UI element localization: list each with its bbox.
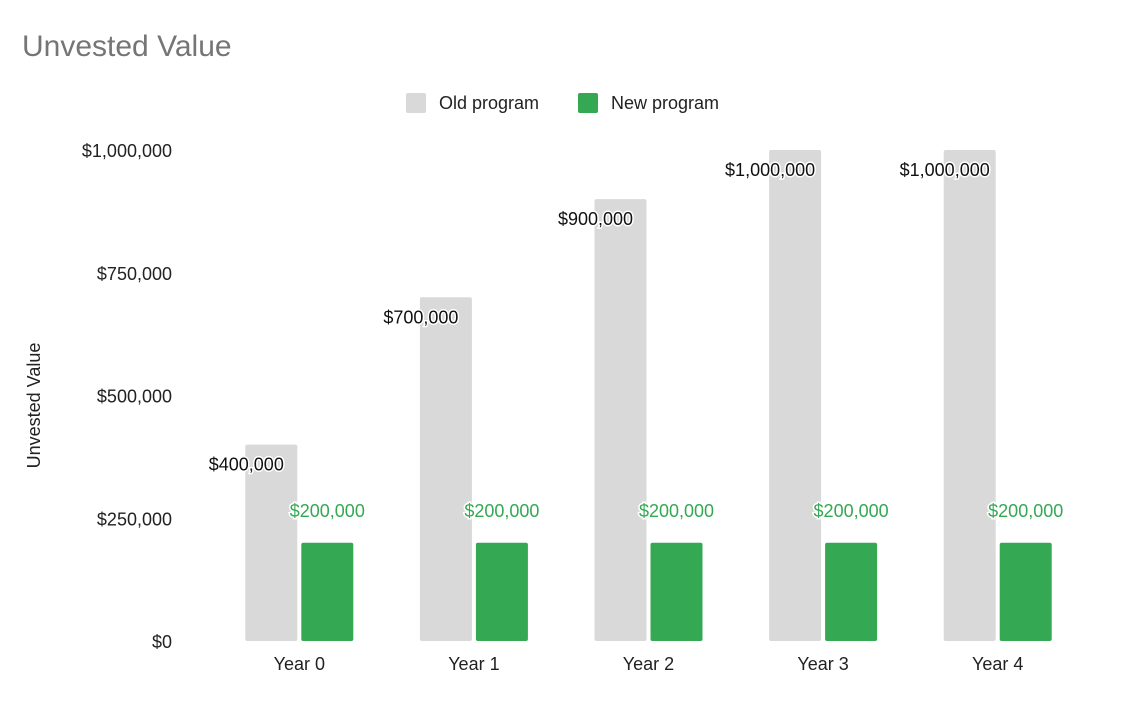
chart-title: Unvested Value [22, 30, 232, 63]
old-program-bar [943, 150, 996, 641]
bars [245, 150, 1052, 641]
old-program-data-label: $1,000,000 [725, 160, 815, 180]
x-axis: Year 0 Year 1 Year 2 Year 3 Year 4 [274, 654, 1024, 674]
old-program-data-label: $400,000 [209, 455, 284, 475]
new-program-bar [650, 542, 703, 641]
legend-swatch-new-program [578, 93, 598, 113]
new-program-bar [999, 542, 1052, 641]
old-program-bar [419, 297, 472, 641]
new-program-data-label: $200,000 [464, 501, 539, 521]
x-tick-label: Year 2 [623, 654, 674, 674]
legend: Old program New program [406, 93, 719, 113]
y-tick-label: $1,000,000 [82, 141, 172, 161]
data-labels: $400,000 $200,000 $700,000 $200,000 $900,000… [207, 159, 1064, 523]
new-program-data-label: $200,000 [814, 501, 889, 521]
y-tick-label: $250,000 [97, 509, 172, 529]
x-tick-label: Year 1 [448, 654, 499, 674]
legend-label-new-program: New program [611, 93, 719, 113]
new-program-bar [475, 542, 528, 641]
old-program-data-label: $900,000 [558, 209, 633, 229]
old-program-bar [245, 444, 298, 641]
y-tick-label: $500,000 [97, 387, 172, 407]
old-program-data-label: $1,000,000 [900, 160, 990, 180]
old-program-bar [769, 150, 822, 641]
new-program-data-label: $200,000 [988, 501, 1063, 521]
x-tick-label: Year 0 [274, 654, 325, 674]
new-program-bar [825, 542, 878, 641]
y-tick-label: $750,000 [97, 264, 172, 284]
y-axis: $0 $250,000 $500,000 $750,000 $1,000,000 Unve… [24, 141, 172, 652]
y-axis-title: Unvested Value [24, 343, 44, 469]
old-program-bar [594, 199, 647, 641]
new-program-bar [301, 542, 354, 641]
y-tick-label: $0 [152, 632, 172, 652]
old-program-data-label: $700,000 [383, 307, 458, 327]
x-tick-label: Year 4 [972, 654, 1023, 674]
new-program-data-label: $200,000 [639, 501, 714, 521]
legend-label-old-program: Old program [439, 93, 539, 113]
legend-swatch-old-program [406, 93, 426, 113]
x-tick-label: Year 3 [797, 654, 848, 674]
new-program-data-label: $200,000 [290, 501, 365, 521]
